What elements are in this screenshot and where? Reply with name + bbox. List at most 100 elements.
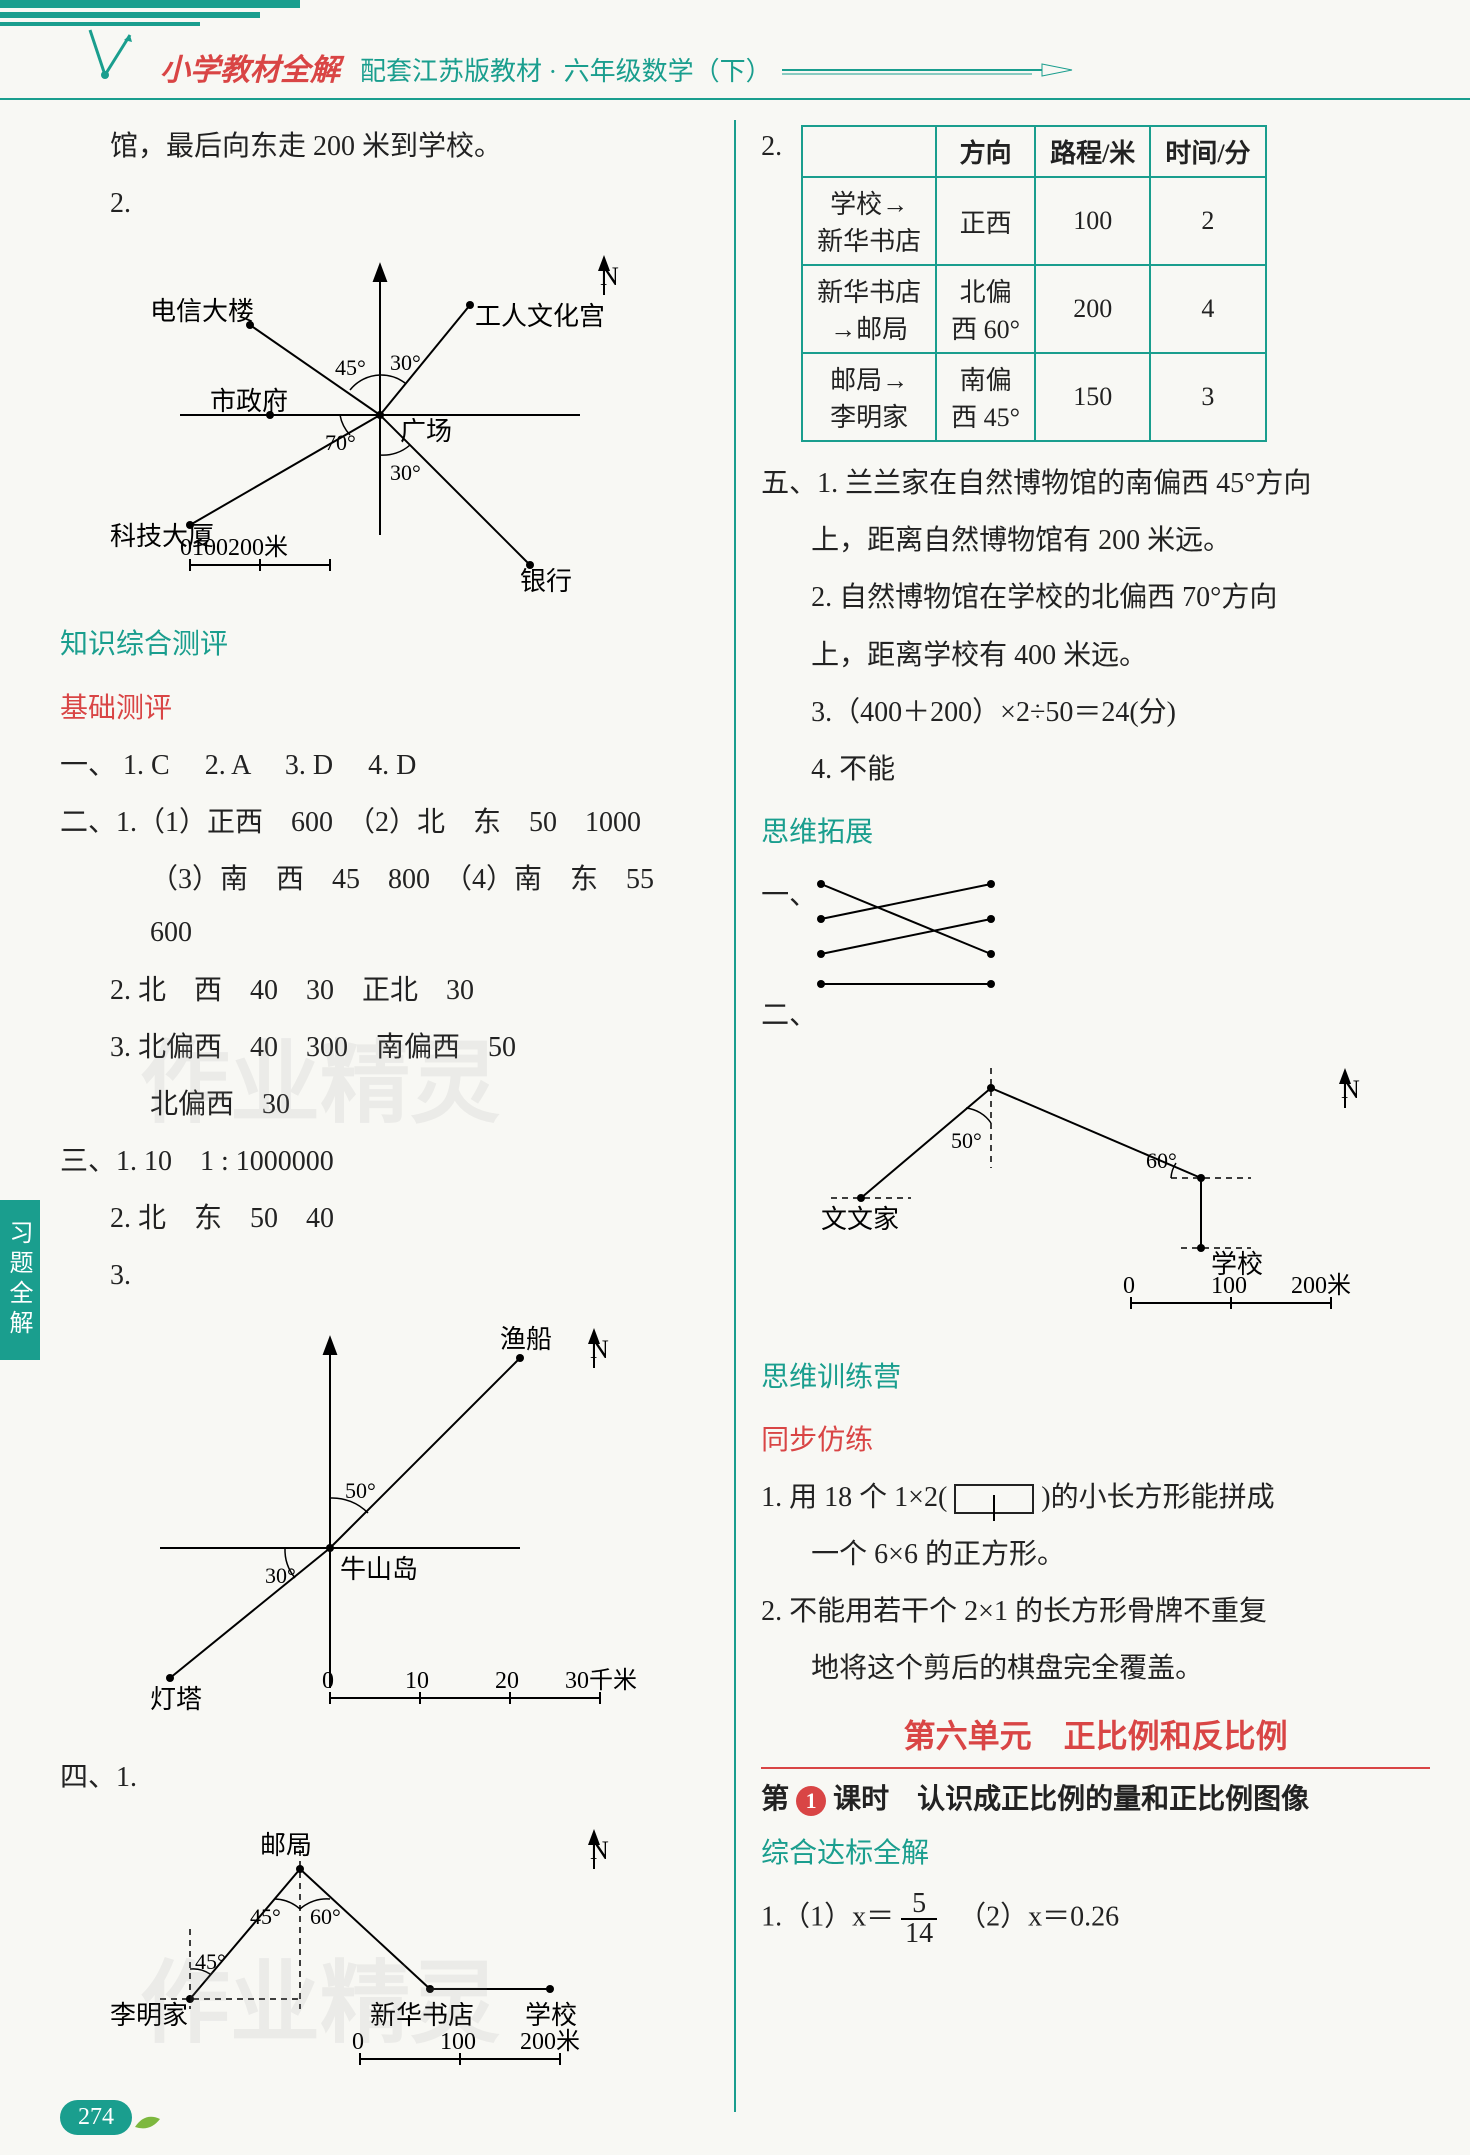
left-column: 馆，最后向东走 200 米到学校。 2. <box>60 120 709 2112</box>
cell: 学校→ 新华书店 <box>802 177 936 265</box>
wu-l1: 五、1. 兰兰家在自然博物馆的南偏西 45°方向 <box>761 457 1430 510</box>
zhishi-title: 知识综合测评 <box>60 618 709 671</box>
si-l1-text: 1. <box>116 1762 137 1793</box>
t2b: 地将这个剪后的棋盘完全覆盖。 <box>761 1642 1430 1695</box>
cell: 新华书店 →邮局 <box>802 265 936 353</box>
th-direction: 方向 <box>936 126 1035 177</box>
svg-text:30°: 30° <box>265 1563 296 1588</box>
t1c: 一个 6×6 的正方形。 <box>761 1528 1430 1581</box>
svg-text:60°: 60° <box>310 1904 341 1929</box>
wu-l4: 4. 不能 <box>761 743 1430 796</box>
section-yi: 一、 1. C 2. A 3. D 4. D <box>60 739 709 792</box>
svg-text:70°: 70° <box>325 430 356 455</box>
cell: 3 <box>1150 353 1265 441</box>
side-tab: 习题全解 <box>0 1200 40 1360</box>
svg-text:30°: 30° <box>390 460 421 485</box>
small-rect-icon <box>954 1484 1034 1514</box>
header-title-block: 小学教材全解 配套江苏版教材 · 六年级数学（下） <box>160 45 1082 89</box>
svg-text:银行: 银行 <box>520 567 572 595</box>
svg-text:0: 0 <box>322 1668 334 1694</box>
content-columns: 馆，最后向东走 200 米到学校。 2. <box>0 100 1470 2132</box>
svg-text:李明家: 李明家 <box>110 2001 188 2030</box>
jichu-title: 基础测评 <box>60 682 709 735</box>
svg-text:0100200米: 0100200米 <box>180 534 288 561</box>
svg-text:牛山岛: 牛山岛 <box>340 1555 418 1584</box>
svg-text:学校: 学校 <box>525 2001 577 2030</box>
svg-text:广场: 广场 <box>400 417 452 446</box>
diagram-compass-map: N 电信大楼 市政府 工人文化宫 广场 科技大厦 银行 45° 30° 70° … <box>100 235 709 603</box>
er-label: 二、 <box>60 807 116 838</box>
wu-l2: 2. 自然博物馆在学校的北偏西 70°方向 <box>761 571 1430 624</box>
svg-text:邮局: 邮局 <box>260 1831 312 1860</box>
table-row: 新华书店 →邮局 北偏 西 60° 200 4 <box>802 265 1265 353</box>
arrow-decoration <box>782 60 1082 80</box>
cell: 150 <box>1035 353 1150 441</box>
er2-label: 二、 <box>761 989 1430 1042</box>
san-l1-text: 1. 10 1 : 1000000 <box>116 1146 334 1177</box>
lesson-badge: 1 <box>796 1786 826 1816</box>
cell: 2 <box>1150 177 1265 265</box>
svg-text:200米: 200米 <box>520 2028 580 2055</box>
t1a: 1. 用 18 个 1×2( <box>761 1482 947 1513</box>
unit-title: 第六单元 正比例和反比例 <box>761 1711 1430 1757</box>
san-l1: 三、1. 10 1 : 1000000 <box>60 1135 709 1188</box>
svg-text:20: 20 <box>495 1668 519 1694</box>
san-l3: 3. <box>60 1249 709 1302</box>
z1-text: 1.（1）x＝ <box>761 1901 894 1932</box>
fraction: 5 14 <box>901 1890 937 1948</box>
er-l4: 3. 北偏西 40 300 南偏西 50 <box>60 1021 709 1074</box>
yi2-label: 一、 <box>761 869 811 922</box>
svg-text:市政府: 市政府 <box>210 387 288 416</box>
diagram-niushan: 渔船 N 牛山岛 灯塔 50° 30° 0 10 20 30千米 <box>100 1308 709 1736</box>
er-l2: （3）南 西 45 800 （4）南 东 55 600 <box>60 853 709 959</box>
diagram-wenwen: N 文文家 学校 50° 60° 0 100 200米 <box>801 1048 1430 1336</box>
t1: 1. 用 18 个 1×2( )的小长方形能拼成 <box>761 1471 1430 1524</box>
diagram-youju: 邮局 N 李明家 新华书店 学校 45° 45° 60° 0 100 200米 <box>100 1809 709 2097</box>
direction-table: 方向 路程/米 时间/分 学校→ 新华书店 正西 100 2 新华书店 →邮局 … <box>801 125 1266 442</box>
svg-text:灯塔: 灯塔 <box>150 1685 202 1714</box>
svg-text:100: 100 <box>1211 1273 1247 1299</box>
frac-den: 14 <box>901 1920 937 1948</box>
frac-num: 5 <box>901 1890 937 1920</box>
cross-lines-diagram <box>811 869 1011 989</box>
er-l3: 2. 北 西 40 30 正北 30 <box>60 964 709 1017</box>
svg-text:电信大楼: 电信大楼 <box>150 297 254 326</box>
tongbu-title: 同步仿练 <box>761 1414 1430 1467</box>
t1b: )的小长方形能拼成 <box>1041 1482 1274 1513</box>
wu-l2b: 上，距离学校有 400 米远。 <box>761 629 1430 682</box>
th-blank <box>802 126 936 177</box>
lesson-pre: 第 <box>761 1784 789 1815</box>
cell: 南偏 西 45° <box>936 353 1035 441</box>
lesson-title: 第 1 课时 认识成正比例的量和正比例图像 <box>761 1777 1430 1817</box>
cell: 4 <box>1150 265 1265 353</box>
right-column: 2. 方向 路程/米 时间/分 学校→ 新华书店 正西 100 2 新华书店 →… <box>761 120 1430 2112</box>
svg-text:新华书店: 新华书店 <box>370 2001 474 2030</box>
si-label: 四、 <box>60 1762 116 1793</box>
q2-label-right: 2. <box>761 120 801 173</box>
th-distance: 路程/米 <box>1035 126 1150 177</box>
cell: 100 <box>1035 177 1150 265</box>
svg-text:45°: 45° <box>335 355 366 380</box>
compass-icon <box>80 20 150 90</box>
cell: 正西 <box>936 177 1035 265</box>
svg-text:100: 100 <box>440 2029 476 2055</box>
table-row: 邮局→ 李明家 南偏 西 45° 150 3 <box>802 353 1265 441</box>
san-l2: 2. 北 东 50 40 <box>60 1192 709 1245</box>
wu-l3: 3.（400＋200）×2÷50＝24(分) <box>761 686 1430 739</box>
svg-text:60°: 60° <box>1146 1148 1177 1173</box>
wu-label: 五、 <box>761 468 817 499</box>
header-decoration <box>0 0 400 50</box>
title-sub: 配套江苏版教材 · 六年级数学（下） <box>360 51 772 88</box>
page-header: 小学教材全解 配套江苏版教材 · 六年级数学（下） <box>0 0 1470 100</box>
leaf-icon <box>130 2107 170 2137</box>
th-time: 时间/分 <box>1150 126 1265 177</box>
svg-text:文文家: 文文家 <box>821 1205 899 1234</box>
t2a: 2. 不能用若干个 2×1 的长方形骨牌不重复 <box>761 1585 1430 1638</box>
red-divider <box>761 1767 1430 1769</box>
er-l5: 北偏西 30 <box>60 1078 709 1131</box>
table-row: 学校→ 新华书店 正西 100 2 <box>802 177 1265 265</box>
yi-label: 一、 <box>60 750 116 781</box>
svg-text:50°: 50° <box>951 1128 982 1153</box>
yi-3: 3. D <box>285 750 333 781</box>
svg-text:200米: 200米 <box>1291 1272 1351 1299</box>
